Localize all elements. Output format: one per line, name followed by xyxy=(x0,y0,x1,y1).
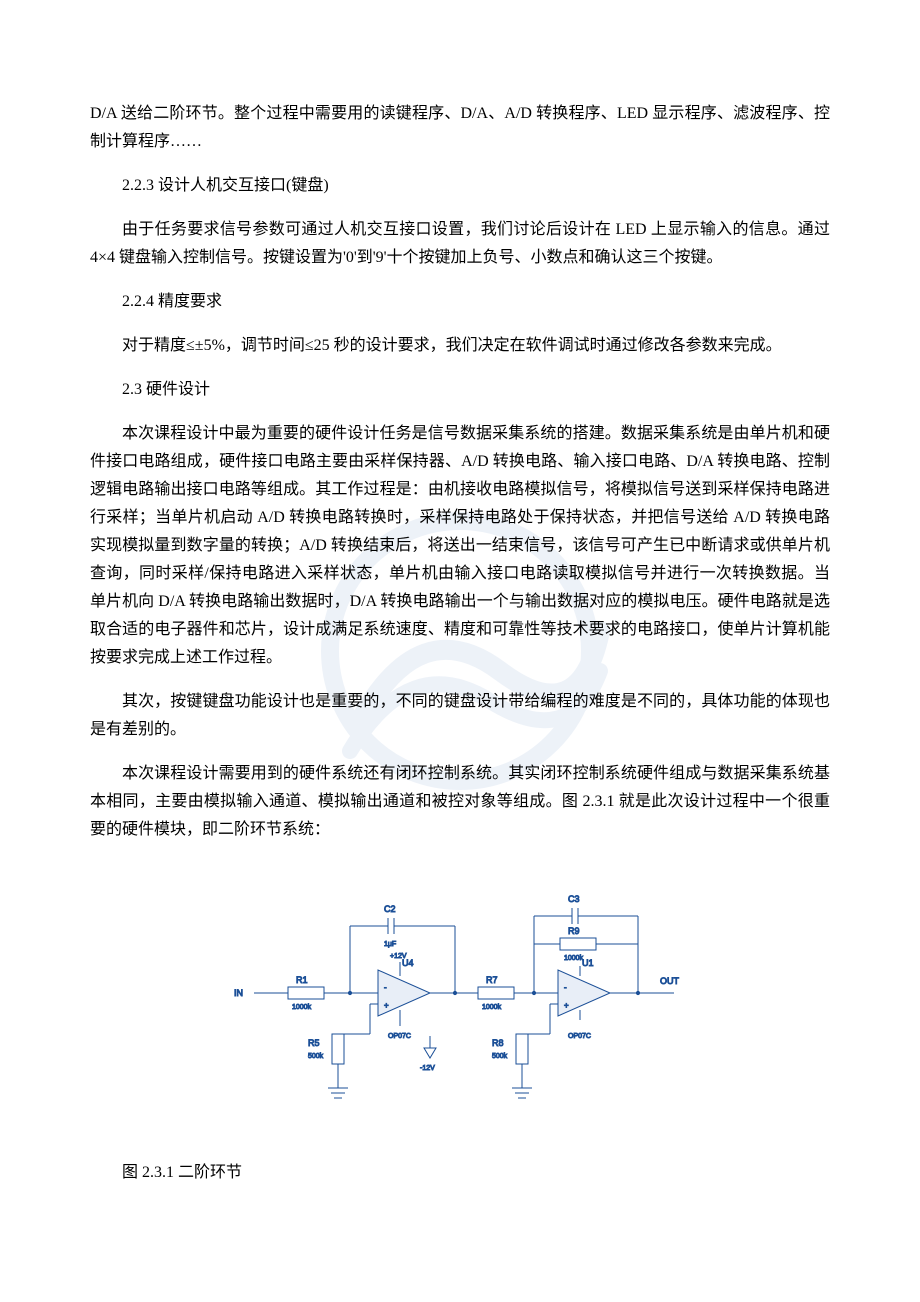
label-r9: R9 xyxy=(568,926,580,936)
svg-text:+: + xyxy=(384,1001,389,1010)
label-c2v: 1μF xyxy=(384,941,396,948)
heading-224: 2.2.4 精度要求 xyxy=(90,288,830,316)
label-r1v: 1000k xyxy=(292,1004,312,1011)
circuit-diagram: IN R1 1000k C2 1μF xyxy=(230,866,690,1126)
label-r7: R7 xyxy=(486,975,498,985)
label-op2: OP07C xyxy=(568,1033,591,1040)
label-vneg1: -12V xyxy=(420,1065,435,1072)
heading-23: 2.3 硬件设计 xyxy=(90,376,830,404)
paragraph-223: 由于任务要求信号参数可通过人机交互接口设置，我们讨论后设计在 LED 上显示输入… xyxy=(90,216,830,272)
label-r1: R1 xyxy=(296,975,308,985)
label-r5v: 500k xyxy=(308,1053,324,1060)
label-vpos1: +12V xyxy=(390,953,407,960)
label-r8: R8 xyxy=(492,1038,504,1048)
figure-caption: 图 2.3.1 二阶环节 xyxy=(90,1159,830,1187)
label-c3: C3 xyxy=(568,894,580,904)
page-content: D/A 送给二阶环节。整个过程中需要用的读键程序、D/A、A/D 转换程序、LE… xyxy=(90,100,830,1187)
paragraph-23-3: 本次课程设计需要用到的硬件系统还有闭环控制系统。其实闭环控制系统硬件组成与数据采… xyxy=(90,760,830,844)
svg-text:-: - xyxy=(384,983,387,992)
svg-text:+: + xyxy=(564,1001,569,1010)
label-r7v: 1000k xyxy=(482,1004,502,1011)
label-r8v: 500k xyxy=(492,1053,508,1060)
label-in: IN xyxy=(234,988,243,998)
heading-223: 2.2.3 设计人机交互接口(键盘) xyxy=(90,172,830,200)
figure-231: IN R1 1000k C2 1μF xyxy=(90,866,830,1131)
paragraph-23-2: 其次，按键键盘功能设计也是重要的，不同的键盘设计带给编程的难度是不同的，具体功能… xyxy=(90,688,830,744)
paragraph-224: 对于精度≤±5%，调节时间≤25 秒的设计要求，我们决定在软件调试时通过修改各参… xyxy=(90,332,830,360)
label-op1: OP07C xyxy=(388,1033,411,1040)
label-u1: U1 xyxy=(582,958,594,968)
label-r9v: 1000k xyxy=(564,955,584,962)
paragraph-23-1: 本次课程设计中最为重要的硬件设计任务是信号数据采集系统的搭建。数据采集系统是由单… xyxy=(90,420,830,672)
label-c2: C2 xyxy=(384,904,396,914)
label-out: OUT xyxy=(660,976,680,986)
label-r5: R5 xyxy=(308,1038,320,1048)
paragraph-continuation: D/A 送给二阶环节。整个过程中需要用的读键程序、D/A、A/D 转换程序、LE… xyxy=(90,100,830,156)
svg-text:-: - xyxy=(564,983,567,992)
